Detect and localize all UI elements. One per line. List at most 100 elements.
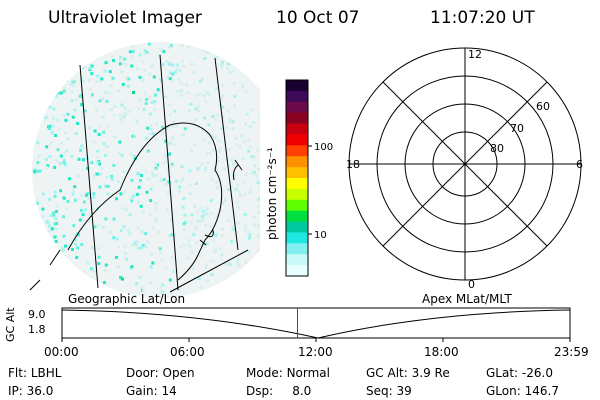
speckle-pixel (136, 67, 140, 71)
speckle-pixel (227, 62, 230, 66)
speckle-pixel (201, 46, 205, 50)
speckle-pixel (26, 144, 29, 147)
speckle-pixel (221, 93, 225, 97)
speckle-pixel (43, 91, 46, 95)
speckle-pixel (173, 269, 177, 273)
speckle-pixel (74, 132, 78, 136)
speckle-pixel (219, 291, 223, 295)
speckle-pixel (103, 286, 107, 290)
speckle-pixel (112, 59, 115, 62)
speckle-pixel (205, 207, 209, 211)
speckle-pixel (207, 93, 211, 96)
speckle-pixel (244, 90, 248, 94)
speckle-pixel (203, 245, 207, 249)
speckle-pixel (215, 186, 219, 189)
speckle-pixel (112, 163, 116, 167)
polar-mlat-mlt-grid: 12 18 6 0 60 70 80 (346, 47, 583, 291)
speckle-pixel (223, 167, 227, 171)
speckle-pixel (32, 131, 36, 135)
speckle-pixel (21, 257, 24, 260)
speckle-pixel (78, 218, 82, 222)
speckle-pixel (169, 219, 173, 223)
speckle-pixel (199, 206, 203, 210)
speckle-pixel (25, 180, 28, 183)
speckle-pixel (65, 79, 69, 82)
speckle-pixel (138, 53, 142, 57)
speckle-pixel (118, 62, 122, 66)
speckle-pixel (87, 212, 90, 216)
speckle-pixel (49, 214, 53, 217)
speckle-pixel (154, 164, 158, 168)
speckle-pixel (146, 149, 150, 153)
x-tick-label: 18:00 (424, 345, 459, 359)
colorbar-swatch (286, 199, 308, 212)
speckle-pixel (45, 145, 49, 149)
speckle-pixel (183, 227, 187, 231)
speckle-pixel (40, 50, 44, 54)
observation-time: 11:07:20 UT (430, 8, 535, 28)
speckle-pixel (256, 181, 260, 185)
speckle-pixel (55, 204, 59, 208)
speckle-pixel (48, 237, 52, 241)
speckle-pixel (145, 98, 149, 102)
speckle-pixel (153, 168, 157, 172)
speckle-pixel (110, 177, 114, 181)
speckle-pixel (203, 116, 207, 120)
speckle-pixel (73, 238, 77, 242)
speckle-pixel (121, 207, 125, 211)
speckle-pixel (88, 42, 92, 43)
speckle-pixel (149, 127, 153, 131)
speckle-pixel (81, 65, 84, 69)
speckle-pixel (202, 209, 206, 213)
speckle-pixel (79, 148, 83, 152)
speckle-pixel (209, 199, 213, 203)
speckle-pixel (159, 251, 163, 255)
speckle-pixel (230, 158, 234, 161)
speckle-pixel (229, 185, 233, 189)
status-glon: GLon: 146.7 (486, 384, 559, 398)
speckle-pixel (47, 125, 50, 129)
speckle-pixel (146, 240, 150, 244)
speckle-pixel (206, 161, 210, 165)
speckle-pixel (80, 103, 84, 107)
speckle-pixel (203, 57, 207, 60)
speckle-pixel (227, 219, 231, 223)
mlt-label-18: 18 (346, 158, 360, 171)
speckle-pixel (168, 152, 171, 156)
speckle-pixel (225, 260, 229, 264)
speckle-pixel (91, 206, 95, 210)
speckle-pixel (153, 107, 157, 111)
speckle-pixel (49, 241, 53, 245)
speckle-pixel (193, 204, 197, 208)
speckle-pixel (92, 174, 96, 178)
speckle-pixel (135, 172, 139, 176)
speckle-pixel (66, 112, 70, 116)
speckle-pixel (214, 232, 218, 236)
speckle-pixel (202, 94, 206, 98)
speckle-pixel (107, 91, 111, 95)
colorbar: 100 10 photon cm⁻²s⁻¹ (265, 79, 333, 277)
speckle-pixel (112, 217, 116, 221)
speckle-pixel (20, 122, 23, 125)
speckle-pixel (228, 120, 232, 124)
speckle-pixel (41, 207, 45, 211)
speckle-pixel (142, 108, 146, 111)
colorbar-tick-100: 100 (314, 142, 333, 153)
speckle-pixel (41, 192, 45, 196)
speckle-pixel (82, 64, 86, 68)
speckle-pixel (88, 286, 92, 289)
speckle-pixel (82, 270, 86, 274)
speckle-pixel (26, 42, 29, 45)
speckle-pixel (36, 110, 40, 114)
speckle-pixel (215, 215, 219, 219)
speckle-pixel (62, 255, 66, 259)
speckle-pixel (254, 268, 258, 272)
speckle-pixel (232, 162, 236, 166)
speckle-pixel (167, 46, 171, 49)
speckle-pixel (200, 286, 204, 289)
speckle-pixel (83, 109, 87, 113)
speckle-pixel (245, 112, 249, 116)
speckle-pixel (150, 252, 154, 256)
speckle-pixel (80, 144, 84, 148)
speckle-pixel (73, 185, 77, 189)
